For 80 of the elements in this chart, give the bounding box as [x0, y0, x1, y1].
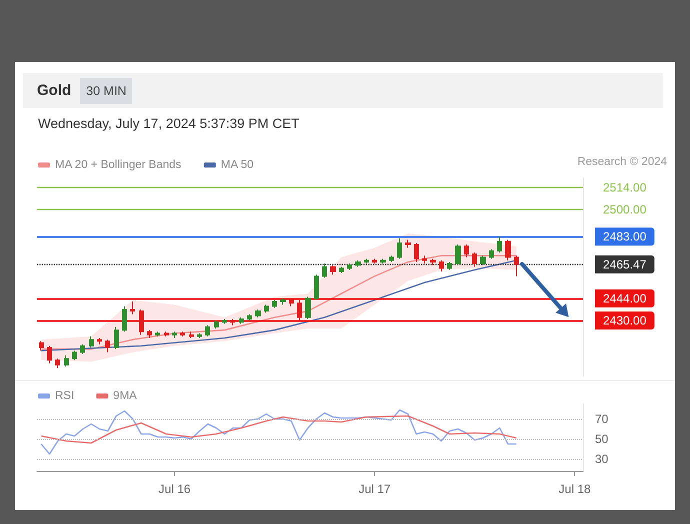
- x-tick-label: Jul 16: [158, 482, 191, 496]
- candlestick: [205, 324, 210, 337]
- candlestick: [147, 330, 152, 338]
- candlestick: [264, 304, 269, 314]
- candlestick: [47, 345, 52, 364]
- legend-label: RSI: [55, 390, 74, 402]
- candlestick: [397, 238, 402, 260]
- candlestick: [380, 258, 386, 264]
- candlestick: [497, 236, 502, 253]
- candlestick: [105, 339, 110, 353]
- candlestick: [339, 266, 344, 274]
- candlestick: [505, 239, 511, 261]
- candlestick: [180, 331, 185, 337]
- text: Wednesday, July 17, 2024 5:37:39 PM CET: [38, 116, 300, 131]
- y-tick-label: 30: [595, 452, 609, 466]
- candlestick: [464, 244, 469, 258]
- y-tick-label: 2430.00: [603, 314, 647, 328]
- line-series: [40, 415, 517, 444]
- candlestick: [480, 255, 486, 266]
- line-series: [40, 409, 517, 455]
- candlestick: [247, 314, 252, 322]
- candlestick: [472, 252, 477, 268]
- candlestick: [430, 258, 436, 266]
- candlestick: [297, 299, 302, 322]
- x-tick-label: Jul 18: [558, 482, 591, 496]
- chart-subtitle: 30 MIN: [80, 78, 132, 104]
- candlestick: [489, 248, 494, 260]
- y-tick-label: 70: [595, 412, 609, 426]
- candlestick: [139, 308, 144, 336]
- candlestick: [255, 308, 261, 318]
- candlestick: [72, 350, 77, 361]
- candlestick: [330, 264, 336, 276]
- candlestick: [197, 332, 202, 338]
- y-tick-label: 2444.00: [603, 291, 647, 306]
- candlestick: [455, 244, 461, 266]
- candlestick: [305, 296, 311, 320]
- candlestick: [114, 326, 119, 350]
- candlestick: [447, 261, 452, 270]
- candlestick: [155, 331, 160, 337]
- candlestick: [172, 331, 177, 338]
- candlestick: [164, 331, 169, 337]
- x-tick-label: Jul 17: [358, 482, 391, 496]
- candlestick: [122, 306, 127, 332]
- candlestick: [514, 255, 519, 277]
- y-tick-label: 2465.47: [603, 257, 647, 272]
- candlestick: [222, 318, 227, 324]
- chart-title: Gold: [37, 82, 72, 99]
- text: Research © 2024: [577, 156, 668, 168]
- candlestick: [439, 260, 444, 272]
- candlestick: [372, 258, 377, 264]
- candlestick: [422, 255, 427, 264]
- candlestick: [405, 239, 411, 248]
- candlestick: [130, 301, 135, 315]
- candlestick: [355, 260, 361, 268]
- candlestick: [97, 337, 102, 345]
- candlestick: [280, 298, 286, 306]
- candlestick: [289, 298, 294, 307]
- candlestick: [347, 263, 352, 270]
- y-tick-label: 2514.00: [603, 180, 647, 195]
- legend-label: MA 20 + Bollinger Bands: [55, 159, 182, 171]
- candlestick: [80, 344, 85, 354]
- candlestick: [314, 274, 319, 300]
- candlestick: [230, 318, 235, 326]
- candlestick: [55, 358, 60, 369]
- candlestick: [239, 316, 244, 324]
- legend-label: MA 50: [220, 159, 254, 171]
- candlestick: [214, 320, 219, 329]
- y-tick-label: 2500.00: [603, 202, 647, 217]
- y-tick-label: 50: [595, 432, 609, 446]
- candlestick: [89, 336, 94, 348]
- legend-label: 9MA: [113, 390, 138, 402]
- candlestick: [414, 242, 419, 262]
- candlestick: [64, 354, 69, 367]
- candlestick: [389, 255, 394, 262]
- candlestick: [189, 331, 194, 338]
- candlestick: [364, 258, 369, 264]
- y-tick-label: 2483.00: [603, 230, 647, 244]
- candlestick: [272, 299, 277, 308]
- candlestick: [39, 340, 44, 352]
- candlestick: [322, 263, 327, 278]
